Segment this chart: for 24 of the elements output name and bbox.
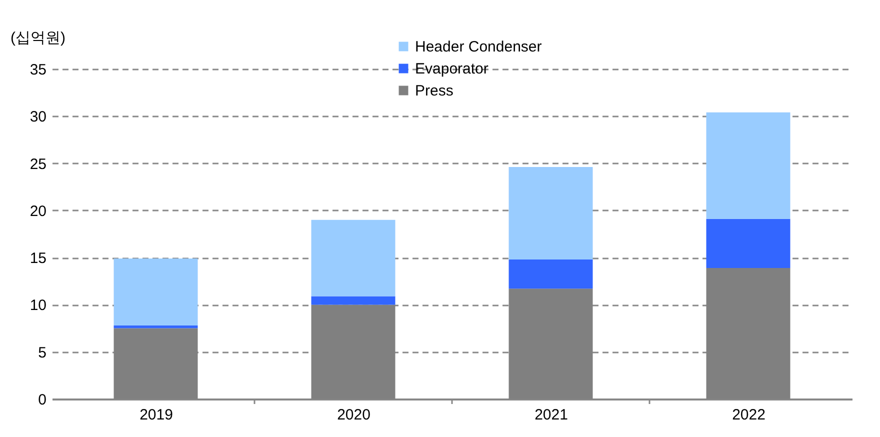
bar [706,112,790,219]
x-tick-label: 2019 [140,406,173,424]
y-tick-label: 0 [38,392,46,408]
y-tick-label: 5 [38,344,46,362]
x-tick-label: 2020 [337,406,370,424]
bar [508,167,593,260]
legend-label: Press [415,82,454,100]
y-tick-label: 35 [30,62,46,78]
y-tick-label: 20 [30,202,46,220]
bar [114,258,198,326]
legend-label: Header Condenser [415,38,542,56]
y-tick-label: 15 [30,250,46,268]
bar [311,296,396,305]
x-tick-label: 2021 [534,406,568,424]
bar [508,259,593,289]
y-tick-label: 10 [30,297,46,314]
y-tick-label: 30 [30,108,46,126]
bar [114,325,198,328]
y-axis-title: (십억원) [10,30,66,46]
bar [706,218,790,268]
legend-label: Evaporator [415,60,488,78]
bar [311,220,396,296]
x-tick-label: 2022 [732,406,766,424]
y-tick-label: 25 [30,156,46,173]
